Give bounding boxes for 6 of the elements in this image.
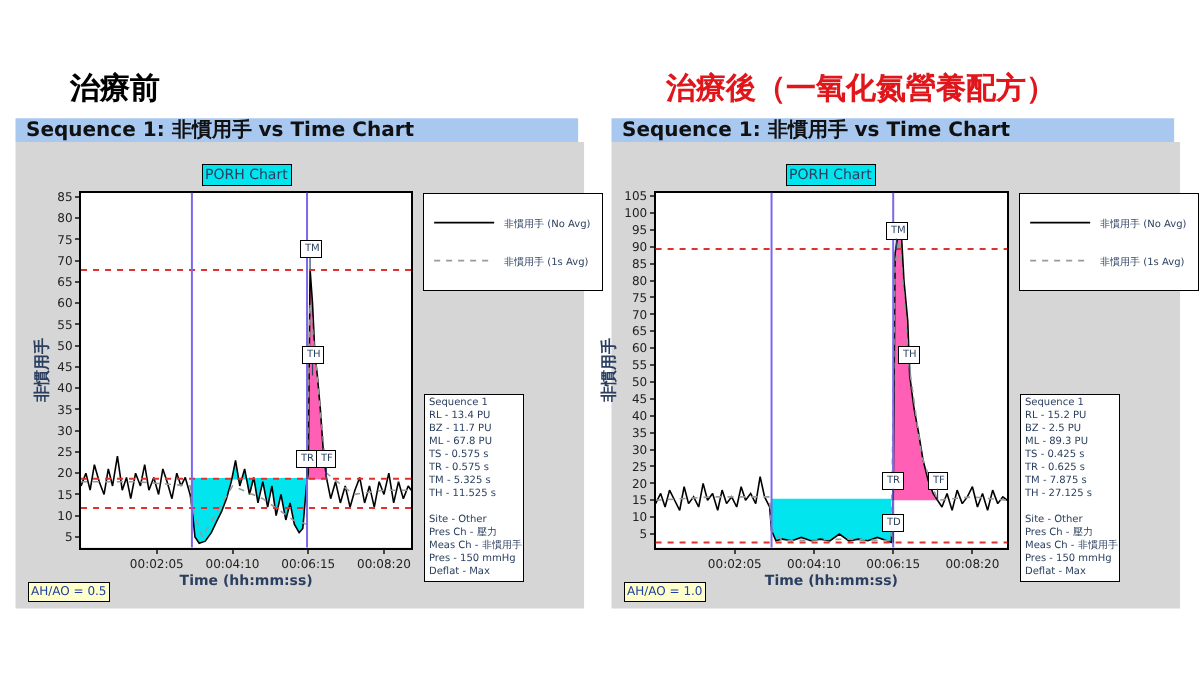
chart-title: 治療後（一氧化氮營養配方） (664, 70, 1056, 106)
chart-subtitle: Sequence 1: 非慣用手 vs Time Chart (622, 118, 1011, 142)
chart-title: 治療前 (68, 70, 160, 106)
chart-subtitle: Sequence 1: 非慣用手 vs Time Chart (26, 118, 415, 142)
y-axis-title: 非慣用手 (599, 338, 618, 405)
y-axis-title: 非慣用手 (32, 338, 51, 405)
